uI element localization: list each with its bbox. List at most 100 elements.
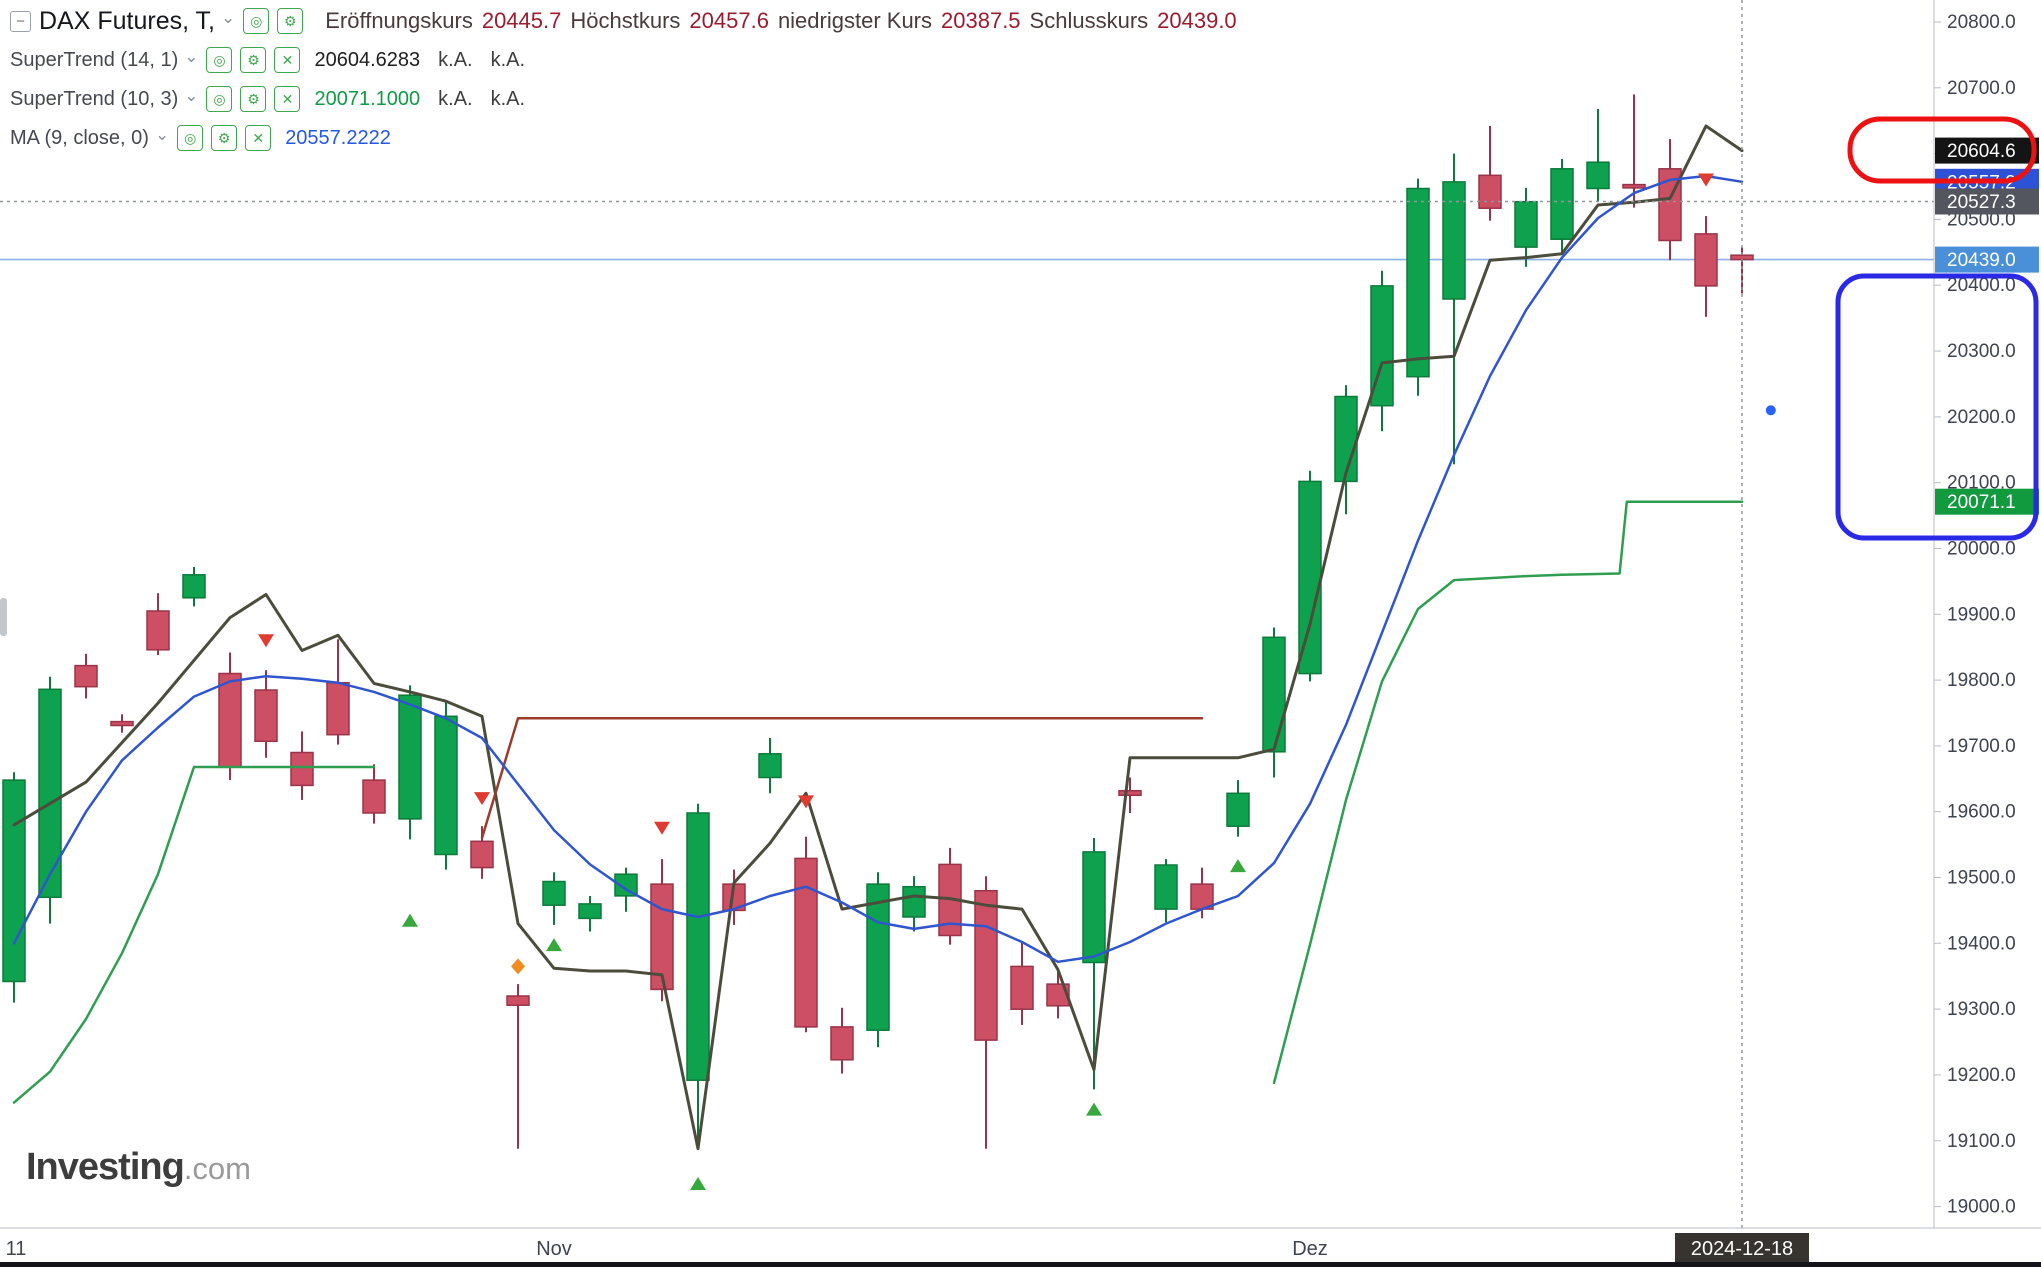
price-tick-label: 20300.0 [1947,341,2016,362]
candle [1118,777,1142,813]
time-tick-label: Dez [1292,1238,1328,1260]
settings-icon[interactable]: ⚙ [240,86,267,112]
price-tick-label: 20200.0 [1947,407,2016,428]
indicator-name[interactable]: MA (9, close, 0) [10,126,149,149]
price-tick-label: 19300.0 [1947,999,2016,1020]
candle [1622,94,1646,208]
time-tick-label: Nov [536,1238,572,1260]
investing-logo[interactable]: Investing.com [26,1146,251,1189]
visibility-icon[interactable]: ◎ [243,8,270,34]
indicator-name[interactable]: SuperTrend (14, 1) [10,48,179,71]
candle [1010,942,1034,1025]
price-tick-label: 19500.0 [1947,868,2016,889]
candle [1370,270,1394,432]
candles-layer [2,94,1754,1149]
visibility-icon[interactable]: ◎ [177,125,204,151]
candle [1550,158,1574,254]
buy-arrow-icon [690,1176,706,1190]
buy-arrow-icon [1230,859,1246,873]
markers-layer [258,173,1714,1190]
blue-dot-annotation [1765,405,1776,416]
supertrend-14-1-line [12,124,1744,1151]
chevron-down-icon[interactable]: ⌄ [184,47,199,66]
candle [254,670,278,758]
price-tick-label: 19400.0 [1947,933,2016,954]
high-value: 20457.6 [689,8,769,33]
chevron-down-icon[interactable]: ⌄ [154,125,170,144]
indicator-extra: k.A. [490,48,526,71]
price-tick-label: 20500.0 [1947,209,2016,230]
chevron-down-icon[interactable]: ⌄ [221,8,236,27]
legend: − DAX Futures, T, ⌄ ◎ ⚙ Eröffnungskurs 2… [10,4,1237,160]
candle [506,984,530,1149]
candle [398,685,422,840]
candle [290,731,314,800]
price-tick-label: 19800.0 [1947,670,2016,691]
buy-arrow-icon [402,913,418,927]
chevron-down-icon[interactable]: ⌄ [184,86,199,105]
price-tick-label: 19700.0 [1947,736,2016,757]
close-icon[interactable]: ✕ [274,86,301,112]
price-tick-label: 19000.0 [1947,1197,2016,1218]
candle [1082,838,1106,1090]
sell-arrow-icon [258,634,274,648]
settings-icon[interactable]: ⚙ [277,8,304,34]
time-axis[interactable]: 11 Nov Dez 2024-12-18 [0,1227,2041,1267]
price-tick-label: 20800.0 [1947,12,2016,33]
supertrend-10-3-up-left-line [12,765,376,1104]
blue-rectangle-annotation [1835,273,2039,541]
candle [866,872,890,1048]
candle [1694,216,1718,317]
indicator-value: 20604.6283 [314,48,421,71]
price-tick-label: 19900.0 [1947,604,2016,625]
candle [974,876,998,1149]
candle [722,869,746,925]
symbol-title[interactable]: DAX Futures, T, [39,6,215,35]
crosshair [0,0,1934,1228]
price-tick-label: 19200.0 [1947,1065,2016,1086]
price-badge-label: 20604.6 [1947,141,2016,162]
collapse-icon[interactable]: − [10,10,31,32]
close-icon[interactable]: ✕ [245,125,272,151]
candle [1478,126,1502,221]
visibility-icon[interactable]: ◎ [206,47,233,73]
visibility-icon[interactable]: ◎ [206,86,233,112]
sell-arrow-icon [474,792,490,806]
indicator-extra: k.A. [438,87,473,110]
indicator-row-supertrend-10-3: SuperTrend (10, 3) ⌄ ◎ ⚙ ✕ 20071.1000 k.… [10,82,1237,116]
candle [902,876,926,932]
candle [1046,969,1070,1019]
settings-icon[interactable]: ⚙ [240,47,267,73]
indicator-name[interactable]: SuperTrend (10, 3) [10,87,179,110]
supertrend-10-3-up-right-line [1272,500,1744,1085]
candle [1514,187,1538,267]
logo-suffix: .com [183,1151,251,1186]
sell-arrow-icon [798,795,814,809]
price-tick-label: 20100.0 [1947,473,2016,494]
candle [938,847,962,945]
sell-arrow-icon [654,821,670,835]
candle [1190,867,1214,919]
red-circle-annotation [1847,116,2037,184]
price-badge-label: 20071.1 [1947,492,2016,513]
logo-brand: Investing [26,1146,185,1188]
diamond-marker-icon [511,958,525,975]
price-tick-label: 19600.0 [1947,802,2016,823]
indicator-value: 20071.1000 [314,87,421,110]
settings-icon[interactable]: ⚙ [211,125,238,151]
supertrend-10-3-down-line [480,717,1204,840]
indicator-row-supertrend-14-1: SuperTrend (14, 1) ⌄ ◎ ⚙ ✕ 20604.6283 k.… [10,43,1237,77]
price-badge-label: 20527.3 [1947,192,2016,213]
candle [182,566,206,607]
close-icon[interactable]: ✕ [274,47,301,73]
price-tick-label: 20400.0 [1947,275,2016,296]
buy-arrow-icon [546,938,562,952]
candle [542,872,566,925]
price-badge [1935,246,2039,273]
open-label: Eröffnungskurs [325,8,473,33]
candle [758,738,782,794]
candle [830,1007,854,1074]
price-tick-label: 19100.0 [1947,1131,2016,1152]
time-badge-label: 2024-12-18 [1691,1238,1793,1260]
